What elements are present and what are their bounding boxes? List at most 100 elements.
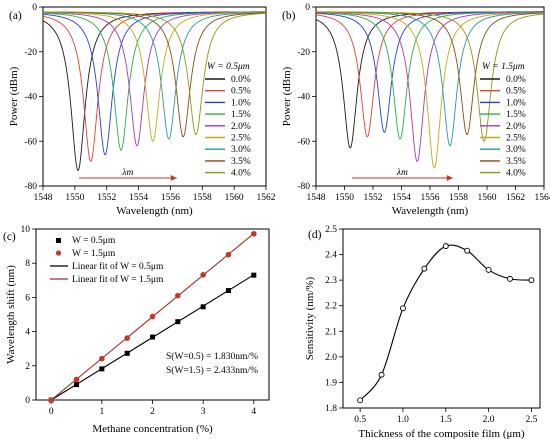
data-point-square (150, 334, 155, 340)
data-point-square (225, 288, 231, 294)
series-line-2.0% (316, 11, 544, 162)
legend-entry: 0.0% (506, 75, 526, 85)
data-point (507, 275, 513, 282)
legend-entry: 1.5% (231, 110, 251, 120)
x-tick-label: 1550 (65, 193, 84, 203)
x-tick-label: 1556 (161, 193, 180, 203)
panel-d: 0.5 1.0 1.5 2.0 2.51.81.92.02.12.22.32.42.5T… (304, 225, 541, 439)
y-tick-label: 2.4 (325, 251, 337, 261)
panel-label: (c) (3, 231, 16, 243)
data-point-circle (99, 355, 105, 362)
x-tick-label: 1560 (225, 193, 244, 203)
legend-entry: 4.0% (506, 169, 526, 179)
legend-entry: Linear fit of W = 1.5μm (72, 274, 164, 285)
series-line-4.0% (43, 11, 266, 136)
x-tick-label: 1558 (449, 193, 468, 203)
shift-arrow-head (170, 175, 177, 181)
y-tick-label: -20 (297, 48, 310, 58)
legend-entry: W = 1.5μm (72, 249, 116, 259)
y-tick-label: -40 (24, 93, 37, 103)
legend-entry: 4.0% (231, 169, 251, 179)
data-point-circle (48, 397, 54, 403)
y-axis-label: Power (dBm) (281, 66, 293, 126)
y-tick-label: 1.8 (325, 404, 337, 414)
legend-entry: 3.5% (231, 157, 251, 167)
x-tick-label: 1548 (34, 193, 53, 203)
legend-entry: 0.0% (231, 75, 251, 85)
y-tick-label: -20 (24, 48, 37, 58)
sensitivity-curve (359, 244, 532, 401)
series-group (316, 11, 544, 169)
data-point (357, 397, 364, 404)
series-line-2.5% (316, 11, 544, 169)
x-tick-label: 1562 (257, 193, 276, 203)
data-point-square (175, 319, 181, 325)
legend-entry: Linear fit of W = 0.5μm (72, 261, 164, 272)
y-tick-label: 2.0 (325, 353, 337, 363)
legend-entry: 3.0% (231, 145, 251, 155)
x-tick-label: 1562 (506, 193, 525, 203)
sensitivity-annotation: S(W=0.5) = 1.830nm/% (166, 351, 258, 362)
x-tick-label: 1550 (335, 193, 354, 203)
data-point (421, 265, 428, 272)
data-point-circle (225, 251, 232, 258)
data-point (485, 266, 492, 273)
legend-title: W = 0.5μm (207, 62, 250, 72)
y-tick-label: 2.2 (325, 302, 337, 312)
x-tick-label: 1.0 (397, 415, 409, 425)
data-point-square (99, 366, 105, 372)
x-tick-label: 1.5 (440, 415, 452, 425)
legend-entry: 3.5% (506, 157, 526, 167)
series-group (43, 11, 266, 171)
panel-a: 1548 1550 1552 1554 1556 1558 1560 1562 0 -20 -40 -… (8, 3, 276, 217)
data-point (442, 243, 449, 250)
x-axis-label: Methane concentration (%) (92, 423, 213, 435)
y-axis-label: Power (dBm) (8, 66, 20, 126)
y-tick-label: -80 (297, 182, 310, 192)
x-tick-label: 1552 (364, 193, 383, 203)
x-tick-label: 1552 (97, 193, 116, 203)
data-point-square (74, 382, 80, 388)
y-tick-label: 2.5 (325, 225, 337, 235)
y-tick-label: 0 (305, 3, 310, 13)
series-line-1.5% (316, 11, 544, 140)
data-point (400, 305, 406, 312)
x-axis-label: Thickness of the composite film (μm) (358, 428, 525, 439)
x-tick-label: 1 (99, 407, 104, 417)
y-tick-label: 1.9 (325, 378, 337, 388)
x-tick-label: 1560 (478, 193, 497, 203)
data-point (464, 247, 471, 254)
y-tick-label: 8 (25, 259, 30, 269)
panel-b: 1548 1550 1552 1554 1556 1558 1560 1562 1564 0 -20… (281, 3, 550, 217)
y-tick-label: 10 (21, 225, 31, 235)
x-tick-label: 3 (201, 407, 206, 417)
legend-entry: 3.0% (506, 145, 526, 155)
series-line-4.0% (316, 11, 544, 142)
legend-entry: 2.0% (506, 122, 526, 132)
x-tick-label: 1548 (307, 193, 326, 203)
series-line-2.5% (43, 11, 266, 142)
shift-arrow-head (446, 175, 453, 181)
legend-entry: 1.5% (506, 110, 526, 120)
y-tick-label: 2.1 (325, 327, 337, 337)
legend-marker (56, 238, 61, 243)
data-point-square (124, 350, 130, 356)
data-point-square (200, 304, 206, 310)
y-axis-label: Wavelength shift (nm) (5, 265, 17, 364)
y-axis-label: Sensitivity (nm/%) (304, 276, 316, 360)
x-tick-label: 2.0 (483, 415, 495, 425)
x-axis-label: Wavelength (nm) (392, 205, 469, 217)
legend-entry: 0.5% (506, 87, 526, 97)
y-tick-label: -80 (24, 182, 37, 192)
y-tick-label: 2.3 (325, 276, 337, 286)
y-tick-label: -40 (297, 93, 310, 103)
data-point-circle (149, 313, 156, 320)
data-point-circle (251, 230, 257, 237)
series-line-2.0% (43, 11, 266, 147)
data-point-circle (124, 335, 130, 341)
y-tick-label: 6 (25, 293, 30, 303)
x-tick-label: 2 (150, 407, 155, 417)
legend-entry: 2.5% (231, 134, 251, 144)
data-point-square (251, 272, 257, 278)
